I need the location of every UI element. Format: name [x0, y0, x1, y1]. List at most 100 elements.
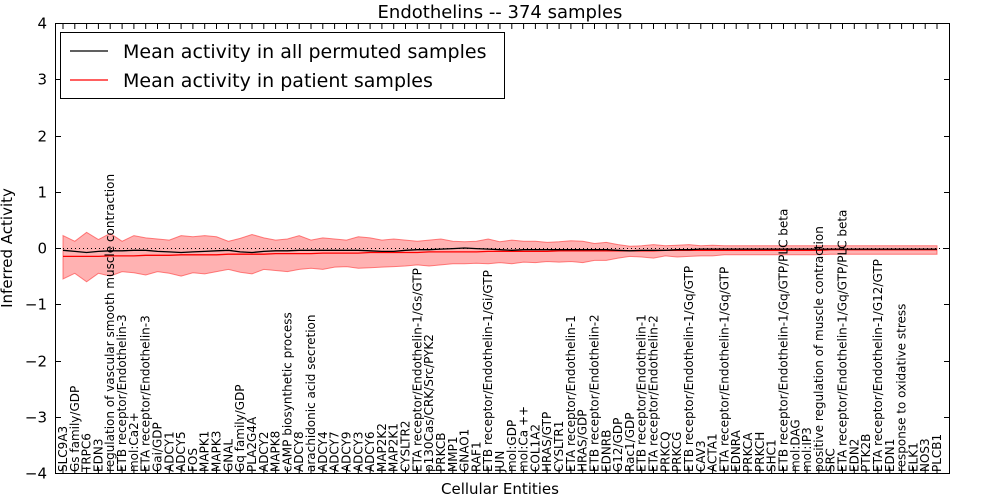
y-axis-title: Inferred Activity: [0, 188, 16, 308]
x-entity-label: arachidonic acid secretion: [304, 314, 318, 471]
x-entity-label: COL1A2: [528, 424, 542, 472]
x-entity-label: ACTA1: [706, 433, 720, 472]
x-entity-label: ETA receptor/Endothelin-1/G12/GTP: [871, 259, 885, 472]
x-entity-label: Gs family/GDP: [68, 386, 82, 472]
x-entity-label: mol:IP3: [800, 427, 814, 472]
x-entity-label: ETA receptor/Endothelin-1/Gq/GTP: [717, 267, 731, 472]
x-entity-label: ETB receptor/Endothelin-3: [115, 314, 129, 472]
x-entity-label: MAPK8: [269, 431, 283, 472]
x-entity-label: JUN: [493, 451, 507, 473]
x-entity-label: GNAL: [221, 439, 235, 472]
x-entity-label: MAPK1: [198, 431, 212, 472]
x-entity-label: mol:Ca2+: [127, 412, 141, 472]
x-entity-label: PLA2G4A: [245, 416, 259, 472]
x-entity-label: regulation of vascular smooth muscle con…: [103, 174, 117, 472]
x-entity-label: ADCY4: [316, 431, 330, 472]
legend-box: [60, 32, 505, 99]
x-axis-title: Cellular Entities: [441, 480, 559, 498]
x-entity-label: ETA receptor/Endothelin-2: [647, 315, 661, 472]
x-entity-label: EDN3: [91, 439, 105, 472]
x-entity-label: HRAS/GDP: [576, 409, 590, 472]
x-entity-label: ETB receptor/Endothelin-1: [635, 314, 649, 472]
x-entity-label: HRAS/GTP: [540, 412, 554, 472]
x-entity-label: PRKCG: [670, 432, 684, 472]
x-entity-label: MAP2K1: [387, 423, 401, 472]
x-entity-label: CAV3: [694, 440, 708, 472]
x-entity-label: EDNRB: [599, 430, 613, 472]
legend-label-patient: Mean activity in patient samples: [123, 70, 433, 92]
y-tick-label: 3: [37, 71, 47, 89]
x-entity-label: ETB receptor/Endothelin-1/Gi/GTP: [481, 270, 495, 472]
x-entity-label: SRC: [824, 448, 838, 472]
x-entity-label: PTK2B: [859, 434, 873, 472]
x-entity-label: positive regulation of muscle contractio…: [812, 226, 826, 472]
x-entity-label: ADCY3: [351, 431, 365, 472]
x-entity-label: mol:DAG: [788, 419, 802, 472]
x-entity-label: ADCY9: [340, 431, 354, 472]
x-entity-label: mol:Ca ++: [517, 406, 531, 472]
x-entity-label: ADCY6: [363, 431, 377, 472]
x-entity-label: PRKCA: [741, 432, 755, 472]
x-entity-label: ETA receptor/Endothelin-1/Gq/GTP/PLC bet…: [836, 210, 850, 472]
series-line-layer: [62, 247, 937, 258]
x-entity-label: ADCY7: [328, 431, 342, 472]
x-entity-label: MAPK3: [210, 431, 224, 472]
x-entity-label: ETA receptor/Endothelin-1/Gs/GTP: [410, 268, 424, 472]
x-entity-label: ETA receptor/Endothelin-1: [564, 315, 578, 472]
y-tick-label: −1: [25, 296, 47, 314]
y-tick-label: 4: [37, 15, 47, 33]
x-entity-label: EDN2: [847, 439, 861, 472]
x-entity-label: EDNRA: [729, 429, 743, 472]
x-entity-label: G12/GDP: [611, 418, 625, 472]
x-entity-label: ETB receptor/Endothelin-2: [588, 314, 602, 472]
patient-variability-band: [62, 231, 938, 283]
x-entity-label: ADCY5: [174, 431, 188, 472]
patient-mean-line: [63, 249, 937, 258]
x-entity-label: Rac1/GDP: [623, 412, 637, 471]
x-entity-label: GNAO1: [458, 429, 472, 472]
x-axis-ticks: [62, 23, 938, 473]
x-entity-label: ETB receptor/Endothelin-1/Gq/GTP/PLC bet…: [777, 209, 791, 472]
x-entity-label: TRPC6: [80, 433, 94, 473]
confidence-band-layer: [62, 231, 938, 283]
x-entity-label: PRKCH: [753, 432, 767, 472]
permuted-mean-line: [62, 247, 937, 254]
x-entity-label: MMP1: [446, 436, 460, 472]
x-entity-label: ADCY8: [292, 431, 306, 472]
y-tick-label: −2: [25, 353, 47, 371]
x-entity-label: mol:GDP: [505, 420, 519, 472]
x-entity-label: RAF1: [469, 441, 483, 472]
y-tick-label: 2: [37, 128, 47, 146]
x-entity-label: ETA receptor/Endothelin-3: [139, 315, 153, 472]
x-entity-label: cAMP biosynthetic process: [280, 312, 294, 472]
x-entity-label: PRKCQ: [658, 431, 672, 472]
x-entity-label: CYSLTR2: [399, 421, 413, 472]
legend: Mean activity in all permuted samples Me…: [60, 32, 505, 99]
x-entity-label: PLCB1: [930, 434, 944, 472]
x-entity-label: ETB receptor/Endothelin-1/Gq/GTP: [682, 266, 696, 472]
x-entity-label: SLC9A3: [56, 426, 70, 472]
y-tick-label: 1: [37, 184, 47, 202]
x-entity-label: MAP2K2: [375, 423, 389, 472]
x-entity-label: EDN1: [883, 439, 897, 472]
x-entity-label: p130Cas/CRK/Src/PYK2: [422, 334, 436, 472]
y-tick-label: 0: [37, 240, 47, 258]
x-entity-label: ADCY2: [257, 431, 271, 472]
x-entity-label: response to oxidative stress: [895, 304, 909, 472]
x-entity-label: ELK1: [906, 442, 920, 472]
x-entity-label: CYSLTR1: [552, 421, 566, 472]
x-entity-label: FOS: [186, 448, 200, 472]
y-tick-label: −4: [25, 465, 47, 483]
legend-label-permuted: Mean activity in all permuted samples: [123, 41, 486, 63]
x-entity-label: ADCY1: [162, 431, 176, 472]
chart-title: Endothelins -- 374 samples: [378, 2, 623, 23]
y-axis-ticks: −4 −3 −2 −1 0 1 2 3 4: [25, 15, 950, 483]
x-entity-label: PRKCB: [434, 433, 448, 472]
x-entity-label: Gai/GDP: [151, 422, 165, 472]
y-tick-label: −3: [25, 409, 47, 427]
x-entity-label: NOS3: [918, 438, 932, 472]
x-entity-label: SHC1: [765, 439, 779, 472]
